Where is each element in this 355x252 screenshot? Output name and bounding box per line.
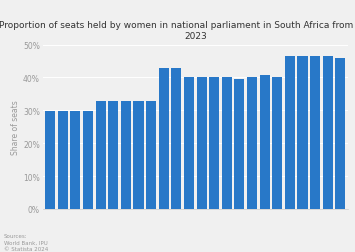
Bar (171, 69, 181, 209)
Bar (222, 77, 232, 209)
Title: Proportion of seats held by women in national parliament in South Africa from 20: Proportion of seats held by women in nat… (0, 21, 355, 40)
Bar (70, 111, 81, 209)
Bar (310, 57, 320, 209)
Bar (323, 57, 333, 209)
Bar (260, 76, 270, 209)
Bar (335, 59, 345, 209)
Bar (159, 69, 169, 209)
Bar (146, 102, 156, 209)
Y-axis label: Share of seats: Share of seats (11, 100, 20, 154)
Bar (121, 102, 131, 209)
Bar (285, 57, 295, 209)
Bar (95, 102, 106, 209)
Bar (272, 77, 282, 209)
Bar (58, 111, 68, 209)
Bar (234, 79, 245, 209)
Bar (197, 77, 207, 209)
Bar (108, 102, 118, 209)
Bar (83, 111, 93, 209)
Text: Sources:
World Bank, IPU
© Statista 2024: Sources: World Bank, IPU © Statista 2024 (4, 233, 48, 251)
Bar (209, 77, 219, 209)
Bar (133, 102, 143, 209)
Bar (297, 57, 307, 209)
Bar (247, 77, 257, 209)
Bar (184, 77, 194, 209)
Bar (45, 111, 55, 209)
